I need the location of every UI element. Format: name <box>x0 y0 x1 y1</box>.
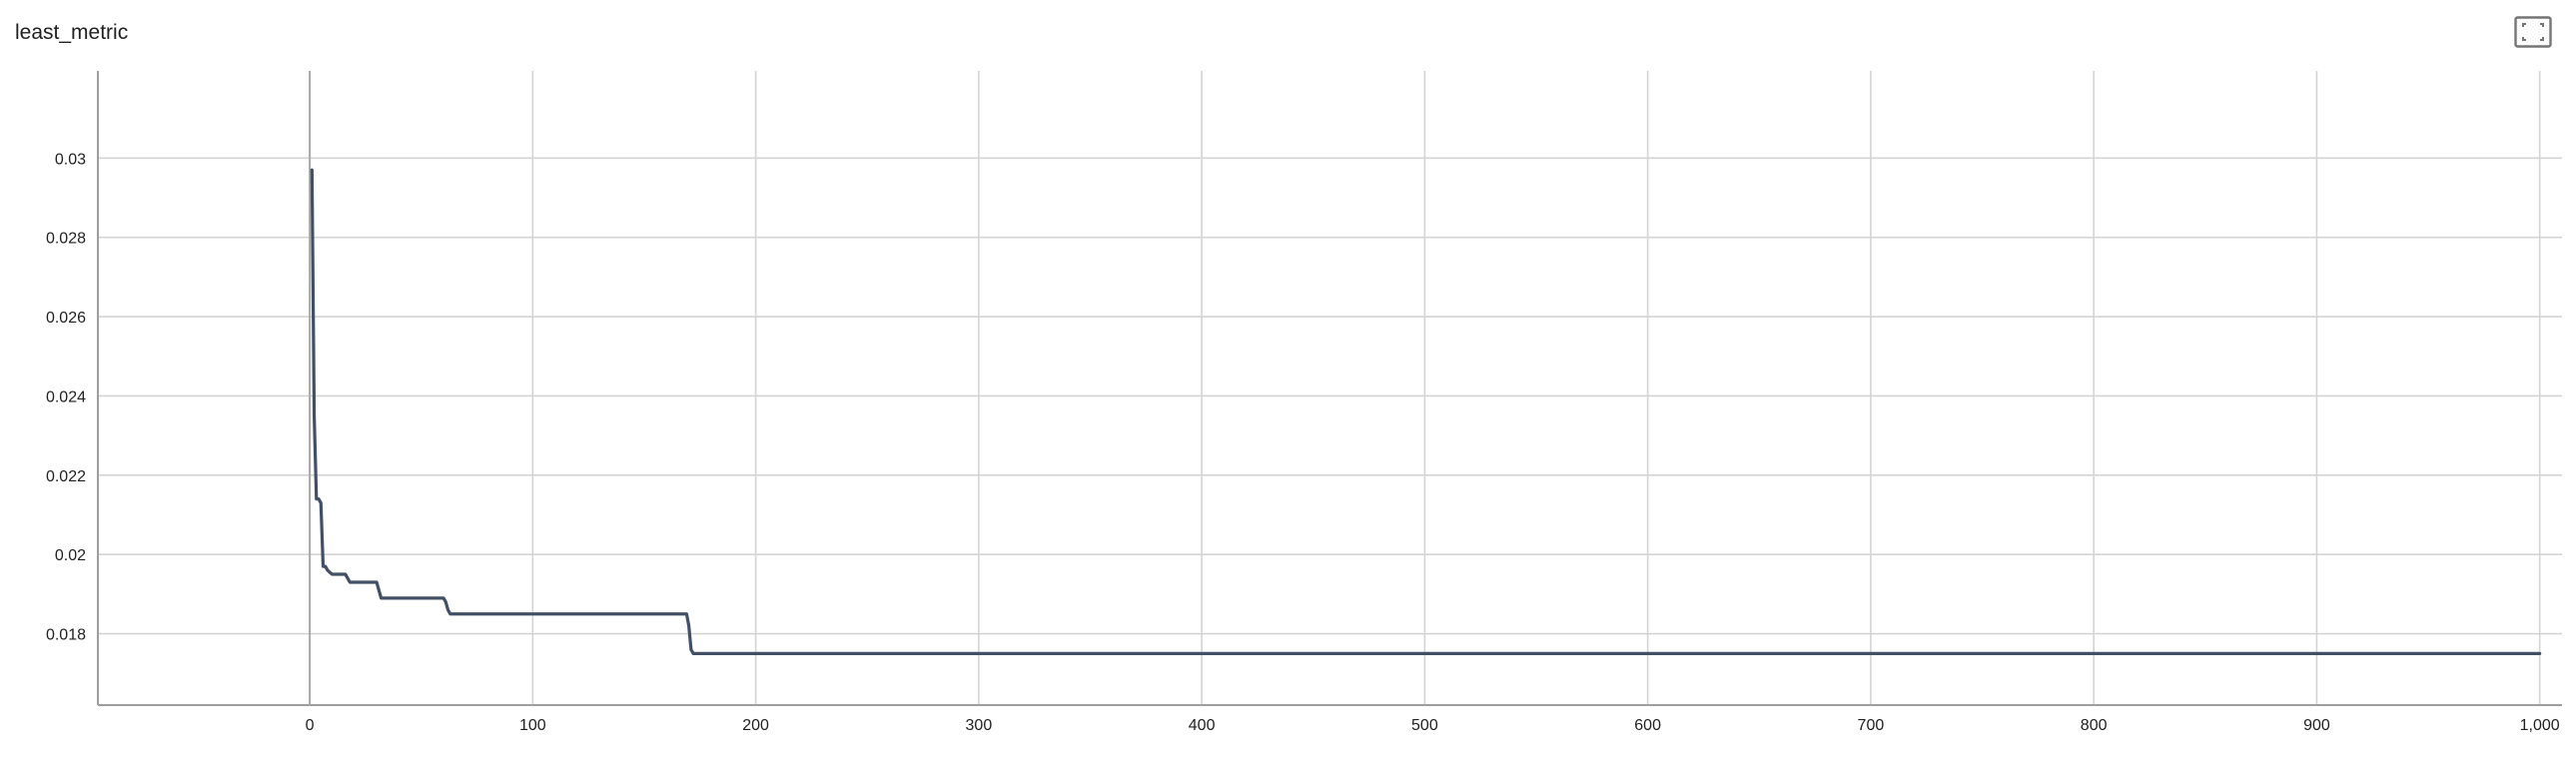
x-tick-label: 300 <box>966 717 993 734</box>
x-tick-label: 700 <box>1858 717 1885 734</box>
series-line[interactable] <box>310 168 2542 656</box>
y-tick-label: 0.018 <box>46 627 86 644</box>
y-axis-ticks: 0.018 0.02 0.022 0.024 0.026 0.028 0.03 <box>46 151 86 643</box>
x-tick-label: 900 <box>2303 717 2330 734</box>
fullscreen-icon[interactable] <box>2514 16 2552 48</box>
y-tick-label: 0.02 <box>55 547 86 564</box>
x-tick-label: 400 <box>1189 717 1216 734</box>
x-tick-label: 500 <box>1411 717 1438 734</box>
x-axis-ticks: 0 100 200 300 400 500 600 700 800 900 1,000 <box>306 717 2560 734</box>
y-tick-label: 0.026 <box>46 310 86 327</box>
series-layer <box>310 168 2542 656</box>
grid-lines <box>98 71 2562 705</box>
x-tick-label: 600 <box>1634 717 1661 734</box>
x-tick-label: 200 <box>742 717 769 734</box>
x-tick-label: 800 <box>2081 717 2108 734</box>
x-tick-label: 100 <box>519 717 546 734</box>
y-tick-label: 0.028 <box>46 231 86 248</box>
x-tick-label: 1,000 <box>2520 717 2560 734</box>
y-tick-label: 0.03 <box>55 151 86 168</box>
y-tick-label: 0.024 <box>46 388 86 405</box>
y-tick-label: 0.022 <box>46 468 86 485</box>
chart-title: least_metric <box>15 21 129 44</box>
x-tick-label: 0 <box>306 717 315 734</box>
axes <box>97 71 2562 706</box>
